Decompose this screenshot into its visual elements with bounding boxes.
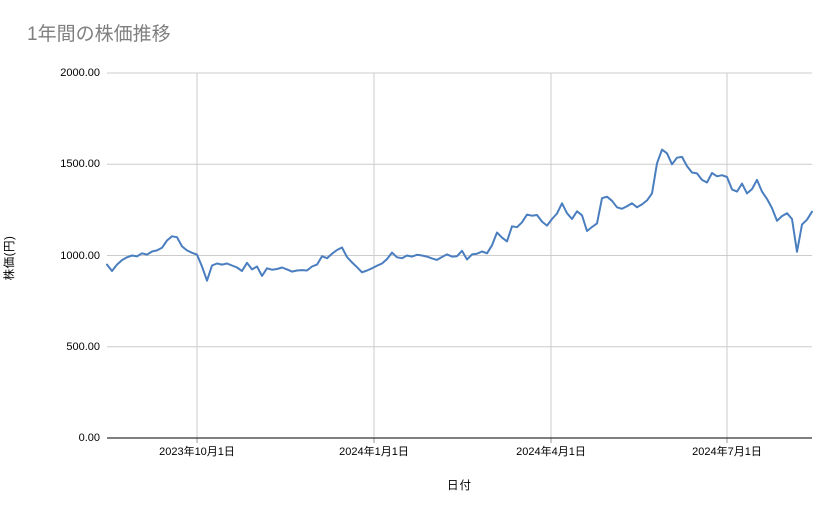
y-tick-label: 2000.00 [60, 67, 100, 79]
y-axis-title: 株価(円) [4, 235, 16, 281]
y-tick-label: 1500.00 [60, 158, 100, 171]
x-tick-label: 2023年10月1日 [159, 446, 235, 458]
x-tick-label: 2024年7月1日 [692, 446, 762, 458]
x-tick-label: 2024年4月1日 [516, 446, 586, 458]
y-tick-label: 500.00 [66, 340, 100, 353]
x-tick-label: 2024年1月1日 [339, 446, 409, 458]
y-tick-label: 0.00 [78, 432, 100, 444]
chart-title: 1年間の株価推移 [27, 24, 171, 45]
y-tick-label: 1000.00 [60, 249, 100, 262]
x-axis-title: 日付 [447, 480, 472, 492]
series-line [106, 148, 813, 282]
